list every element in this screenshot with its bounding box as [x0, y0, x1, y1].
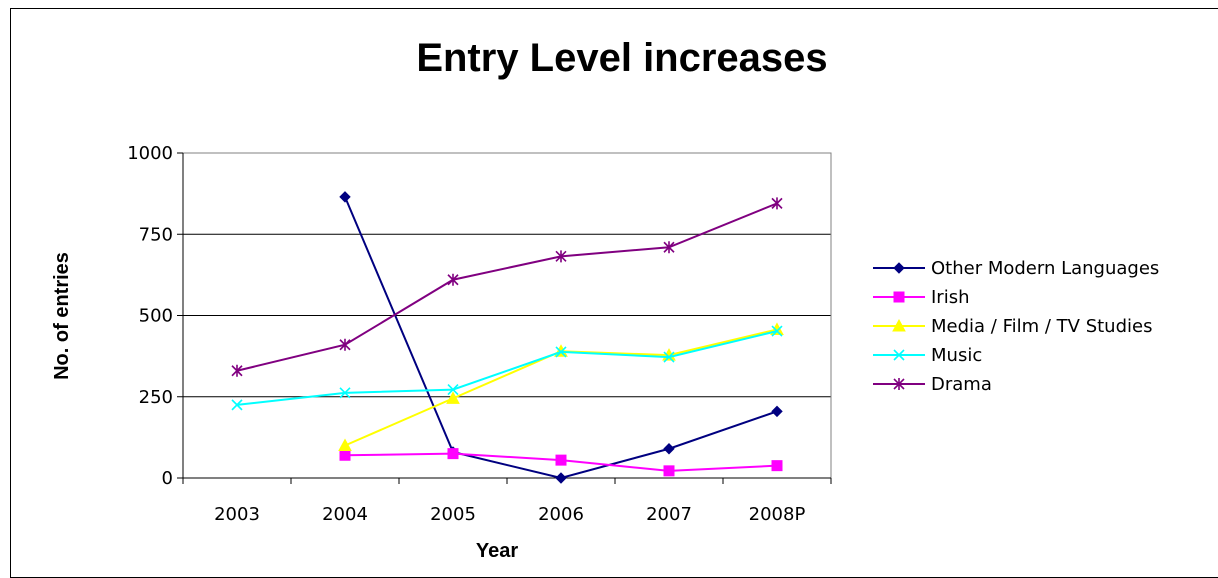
legend-item: Other Modern Languages — [873, 258, 1159, 279]
data-point — [663, 465, 675, 477]
data-point — [555, 346, 567, 358]
legend-item: Media / Film / TV Studies — [873, 316, 1152, 337]
legend-marker — [893, 262, 905, 274]
y-axis: 0 250 500 750 1000 — [127, 143, 184, 489]
data-point — [555, 250, 567, 263]
series-group — [231, 191, 784, 484]
data-point — [447, 448, 459, 460]
series-drama — [231, 197, 783, 377]
data-point — [555, 472, 567, 484]
x-tick-label: 2004 — [322, 504, 368, 525]
series-other-modern-languages — [339, 191, 783, 484]
data-point — [231, 399, 243, 411]
legend-marker — [893, 378, 905, 390]
series-music — [231, 325, 783, 411]
series-irish — [339, 448, 783, 477]
data-point — [447, 384, 459, 396]
data-point — [338, 438, 352, 451]
legend-item: Drama — [873, 374, 992, 395]
data-point — [663, 443, 675, 455]
legend-label: Irish — [931, 287, 970, 308]
y-tick-label: 500 — [139, 306, 173, 327]
legend-marker — [892, 318, 906, 332]
data-point — [663, 241, 675, 254]
x-tick-label: 2003 — [214, 504, 260, 525]
x-tick-label: 2006 — [538, 504, 584, 525]
data-point — [771, 325, 783, 337]
legend-label: Media / Film / TV Studies — [931, 316, 1152, 337]
legend-marker — [893, 291, 905, 303]
legend-label: Music — [931, 345, 982, 366]
legend-marker — [893, 349, 905, 361]
x-axis: 2003 2004 2005 2006 2007 2008P — [182, 477, 832, 525]
x-tick-label: 2007 — [646, 504, 692, 525]
legend-item: Irish — [873, 287, 970, 308]
y-tick-label: 250 — [139, 387, 173, 408]
legend-item: Music — [873, 345, 982, 366]
data-point — [663, 351, 675, 363]
data-point — [447, 273, 459, 286]
y-tick-label: 1000 — [127, 143, 173, 164]
data-point — [555, 454, 567, 466]
data-point — [771, 460, 783, 472]
data-point — [339, 338, 351, 351]
data-point — [231, 364, 243, 377]
data-point — [339, 449, 351, 461]
data-point — [446, 391, 460, 404]
x-axis-title: Year — [476, 540, 518, 562]
data-point — [339, 191, 351, 203]
data-point — [339, 387, 351, 399]
chart-title: Entry Level increases — [416, 36, 827, 80]
legend: Other Modern Languages Irish Media / Film … — [873, 258, 1159, 395]
y-axis-title: No. of entries — [51, 252, 73, 380]
legend-label: Other Modern Languages — [931, 258, 1159, 279]
legend-label: Drama — [931, 374, 992, 395]
y-tick-label: 0 — [162, 468, 173, 489]
x-tick-label: 2005 — [430, 504, 476, 525]
series-line — [344, 196, 778, 480]
chart-area — [10, 8, 1218, 578]
x-tick-label: 2008P — [749, 504, 806, 525]
y-tick-label: 750 — [139, 224, 173, 245]
series-line — [236, 202, 778, 372]
data-point — [771, 405, 783, 418]
series-line — [236, 330, 778, 406]
data-point — [771, 197, 783, 210]
